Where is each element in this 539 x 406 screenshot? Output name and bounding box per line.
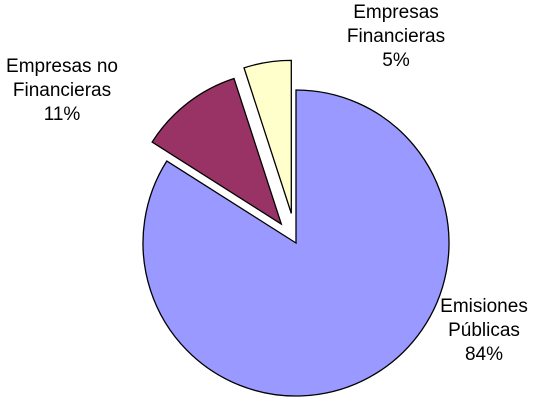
- slice-name-label: Empresas no: [6, 56, 118, 77]
- slice-label: Emisiones Públicas 84%: [440, 296, 528, 365]
- slice-value-label: 84%: [465, 344, 503, 365]
- slice-value-label: 11%: [44, 104, 81, 125]
- pie-slice: [142, 89, 450, 397]
- slice-name-label: Financieras: [347, 26, 445, 47]
- pie-slices: [142, 59, 450, 397]
- pie-slice: [243, 59, 292, 214]
- slice-name-label: Empresas: [353, 2, 439, 23]
- slice-value-label: 5%: [382, 50, 410, 71]
- pie-labels: Emisiones Públicas 84% Empresas no Financier…: [6, 2, 528, 365]
- slice-label: Empresas Financieras 5%: [347, 2, 445, 71]
- pie-slice: [151, 77, 283, 226]
- slice-name-label: Emisiones: [440, 296, 528, 317]
- slice-name-label: Financieras: [13, 80, 111, 101]
- slice-name-label: Públicas: [448, 320, 520, 341]
- slice-label: Empresas no Financieras 11%: [6, 56, 118, 125]
